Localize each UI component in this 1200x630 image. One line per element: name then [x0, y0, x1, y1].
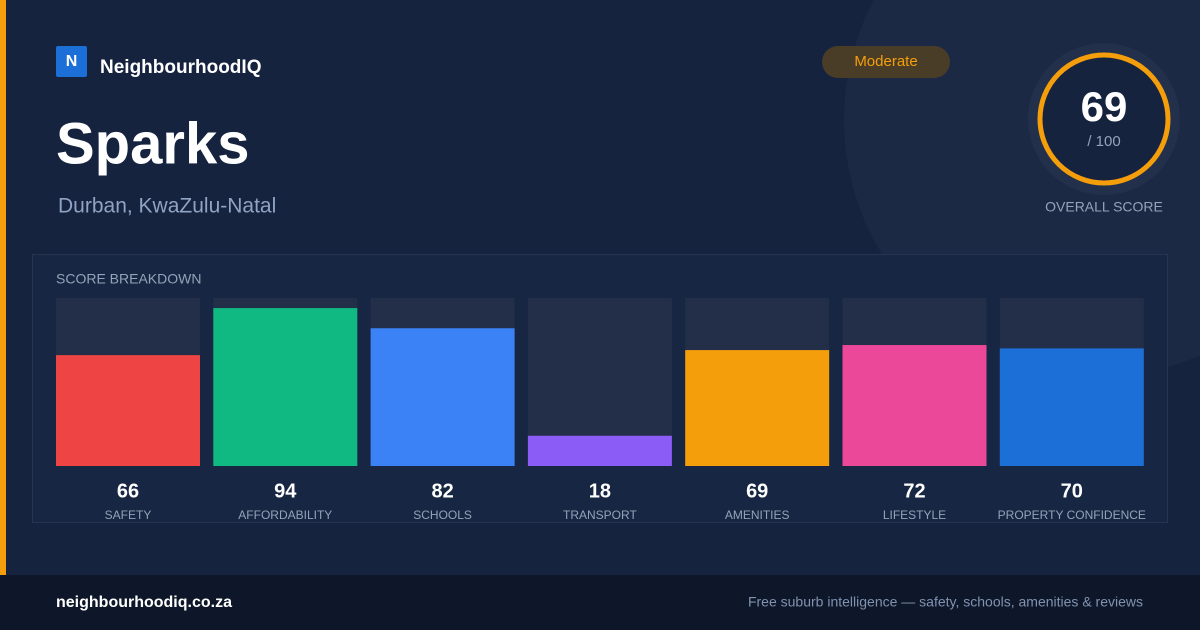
footer-tagline: Free suburb intelligence — safety, schoo…	[748, 594, 1143, 610]
overall-max: / 100	[1087, 133, 1120, 150]
category-label: SAFETY	[105, 508, 152, 522]
value-label: 70	[1061, 480, 1083, 502]
bar	[842, 345, 987, 466]
value-label: 94	[274, 480, 297, 502]
logo	[56, 46, 87, 77]
overall-score: 69	[1081, 83, 1128, 130]
bar	[685, 350, 830, 466]
category-label: SCHOOLS	[413, 508, 472, 522]
bar	[370, 328, 515, 466]
footer	[0, 575, 1200, 630]
badge-text: Moderate	[854, 53, 917, 70]
accent-strip	[0, 0, 6, 575]
overall-label: OVERALL SCORE	[1045, 199, 1163, 215]
bar	[999, 348, 1144, 466]
category-label: PROPERTY CONFIDENCE	[998, 508, 1146, 522]
value-label: 66	[117, 480, 139, 502]
subtitle: Durban, KwaZulu-Natal	[58, 195, 276, 218]
chart-title: SCORE BREAKDOWN	[56, 271, 201, 287]
badge	[822, 46, 950, 78]
bars: 66 SAFETY 94 AFFORDABILITY 82 SCHOOLS 18 TRANSP…	[56, 298, 1146, 522]
value-label: 72	[903, 480, 925, 502]
brand-name: NeighbourhoodIQ	[100, 57, 261, 78]
bar	[527, 435, 672, 466]
bar	[213, 308, 358, 466]
category-label: LIFESTYLE	[883, 508, 946, 522]
value-label: 69	[746, 480, 768, 502]
footer-site: neighbourhoodiq.co.za	[56, 594, 232, 611]
category-label: AMENITIES	[725, 508, 790, 522]
value-label: 82	[431, 480, 453, 502]
category-label: TRANSPORT	[563, 508, 637, 522]
logo-letter: N	[66, 53, 78, 70]
value-label: 18	[589, 480, 611, 502]
bar	[56, 355, 200, 466]
score-ring	[1037, 52, 1171, 186]
title: Sparks	[56, 111, 249, 176]
category-label: AFFORDABILITY	[238, 508, 332, 522]
